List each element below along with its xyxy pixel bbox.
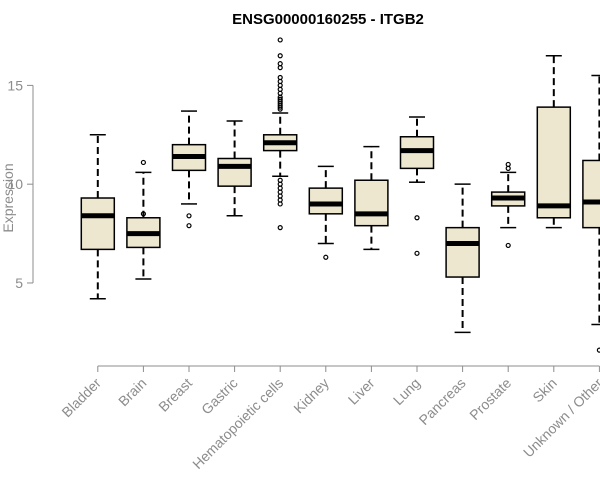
outlier-point [277, 104, 283, 110]
x-tick-label: Skin [529, 375, 560, 406]
outlier-point [323, 254, 329, 260]
x-tick-label: Pancreas [416, 375, 469, 428]
outlier-point [277, 37, 283, 43]
x-tick-label: Liver [345, 375, 378, 408]
box-group [262, 37, 298, 231]
box-group [536, 55, 572, 229]
y-tick-label: 15 [7, 77, 23, 93]
box-group [217, 120, 252, 217]
outlier-point [140, 211, 146, 217]
x-tick-label: Gastric [198, 375, 241, 418]
box-iqr [80, 197, 116, 251]
outlier-point [277, 65, 283, 71]
box-group [126, 159, 161, 280]
box-group [582, 74, 600, 353]
y-tick-label: 10 [7, 176, 23, 192]
box-iqr [445, 226, 480, 278]
box-group [354, 145, 389, 251]
box-iqr [582, 159, 600, 229]
box-iqr [308, 187, 344, 215]
outlier-point [596, 347, 600, 353]
outlier-point [186, 213, 192, 219]
plot-area [80, 37, 600, 353]
outlier-point [277, 225, 283, 231]
x-tick-label: Hematopoietic cells [189, 375, 286, 472]
x-tick-label: Brain [115, 375, 149, 409]
box-group [171, 110, 207, 229]
outlier-point [277, 53, 283, 59]
outlier-point [414, 215, 420, 221]
x-tick-label: Breast [155, 375, 195, 415]
box-iqr [217, 157, 252, 187]
outlier-point [505, 165, 511, 171]
box-group [445, 183, 480, 334]
x-tick-label: Kidney [290, 375, 332, 417]
x-tick-label: Lung [390, 375, 423, 408]
outlier-point [277, 201, 283, 207]
outlier-point [140, 159, 146, 166]
box-group [490, 161, 526, 249]
outlier-point [414, 250, 420, 256]
chart-title: ENSG00000160255 - ITGB2 [232, 11, 424, 28]
x-tick-label: Prostate [466, 375, 514, 423]
box-group [399, 116, 435, 256]
y-tick-label: 5 [15, 275, 23, 291]
box-group [80, 134, 116, 300]
y-axis-label: Expression [0, 163, 16, 232]
x-tick-label: Unknown / Other [520, 375, 600, 461]
x-tick-label: Bladder [58, 375, 104, 421]
outlier-point [186, 223, 192, 229]
y-axis: 5 10 15 [7, 77, 34, 291]
box-iqr [354, 179, 389, 227]
outlier-point [505, 242, 511, 249]
outlier-point [277, 106, 283, 112]
box-iqr [536, 106, 572, 219]
box-group [308, 165, 344, 260]
